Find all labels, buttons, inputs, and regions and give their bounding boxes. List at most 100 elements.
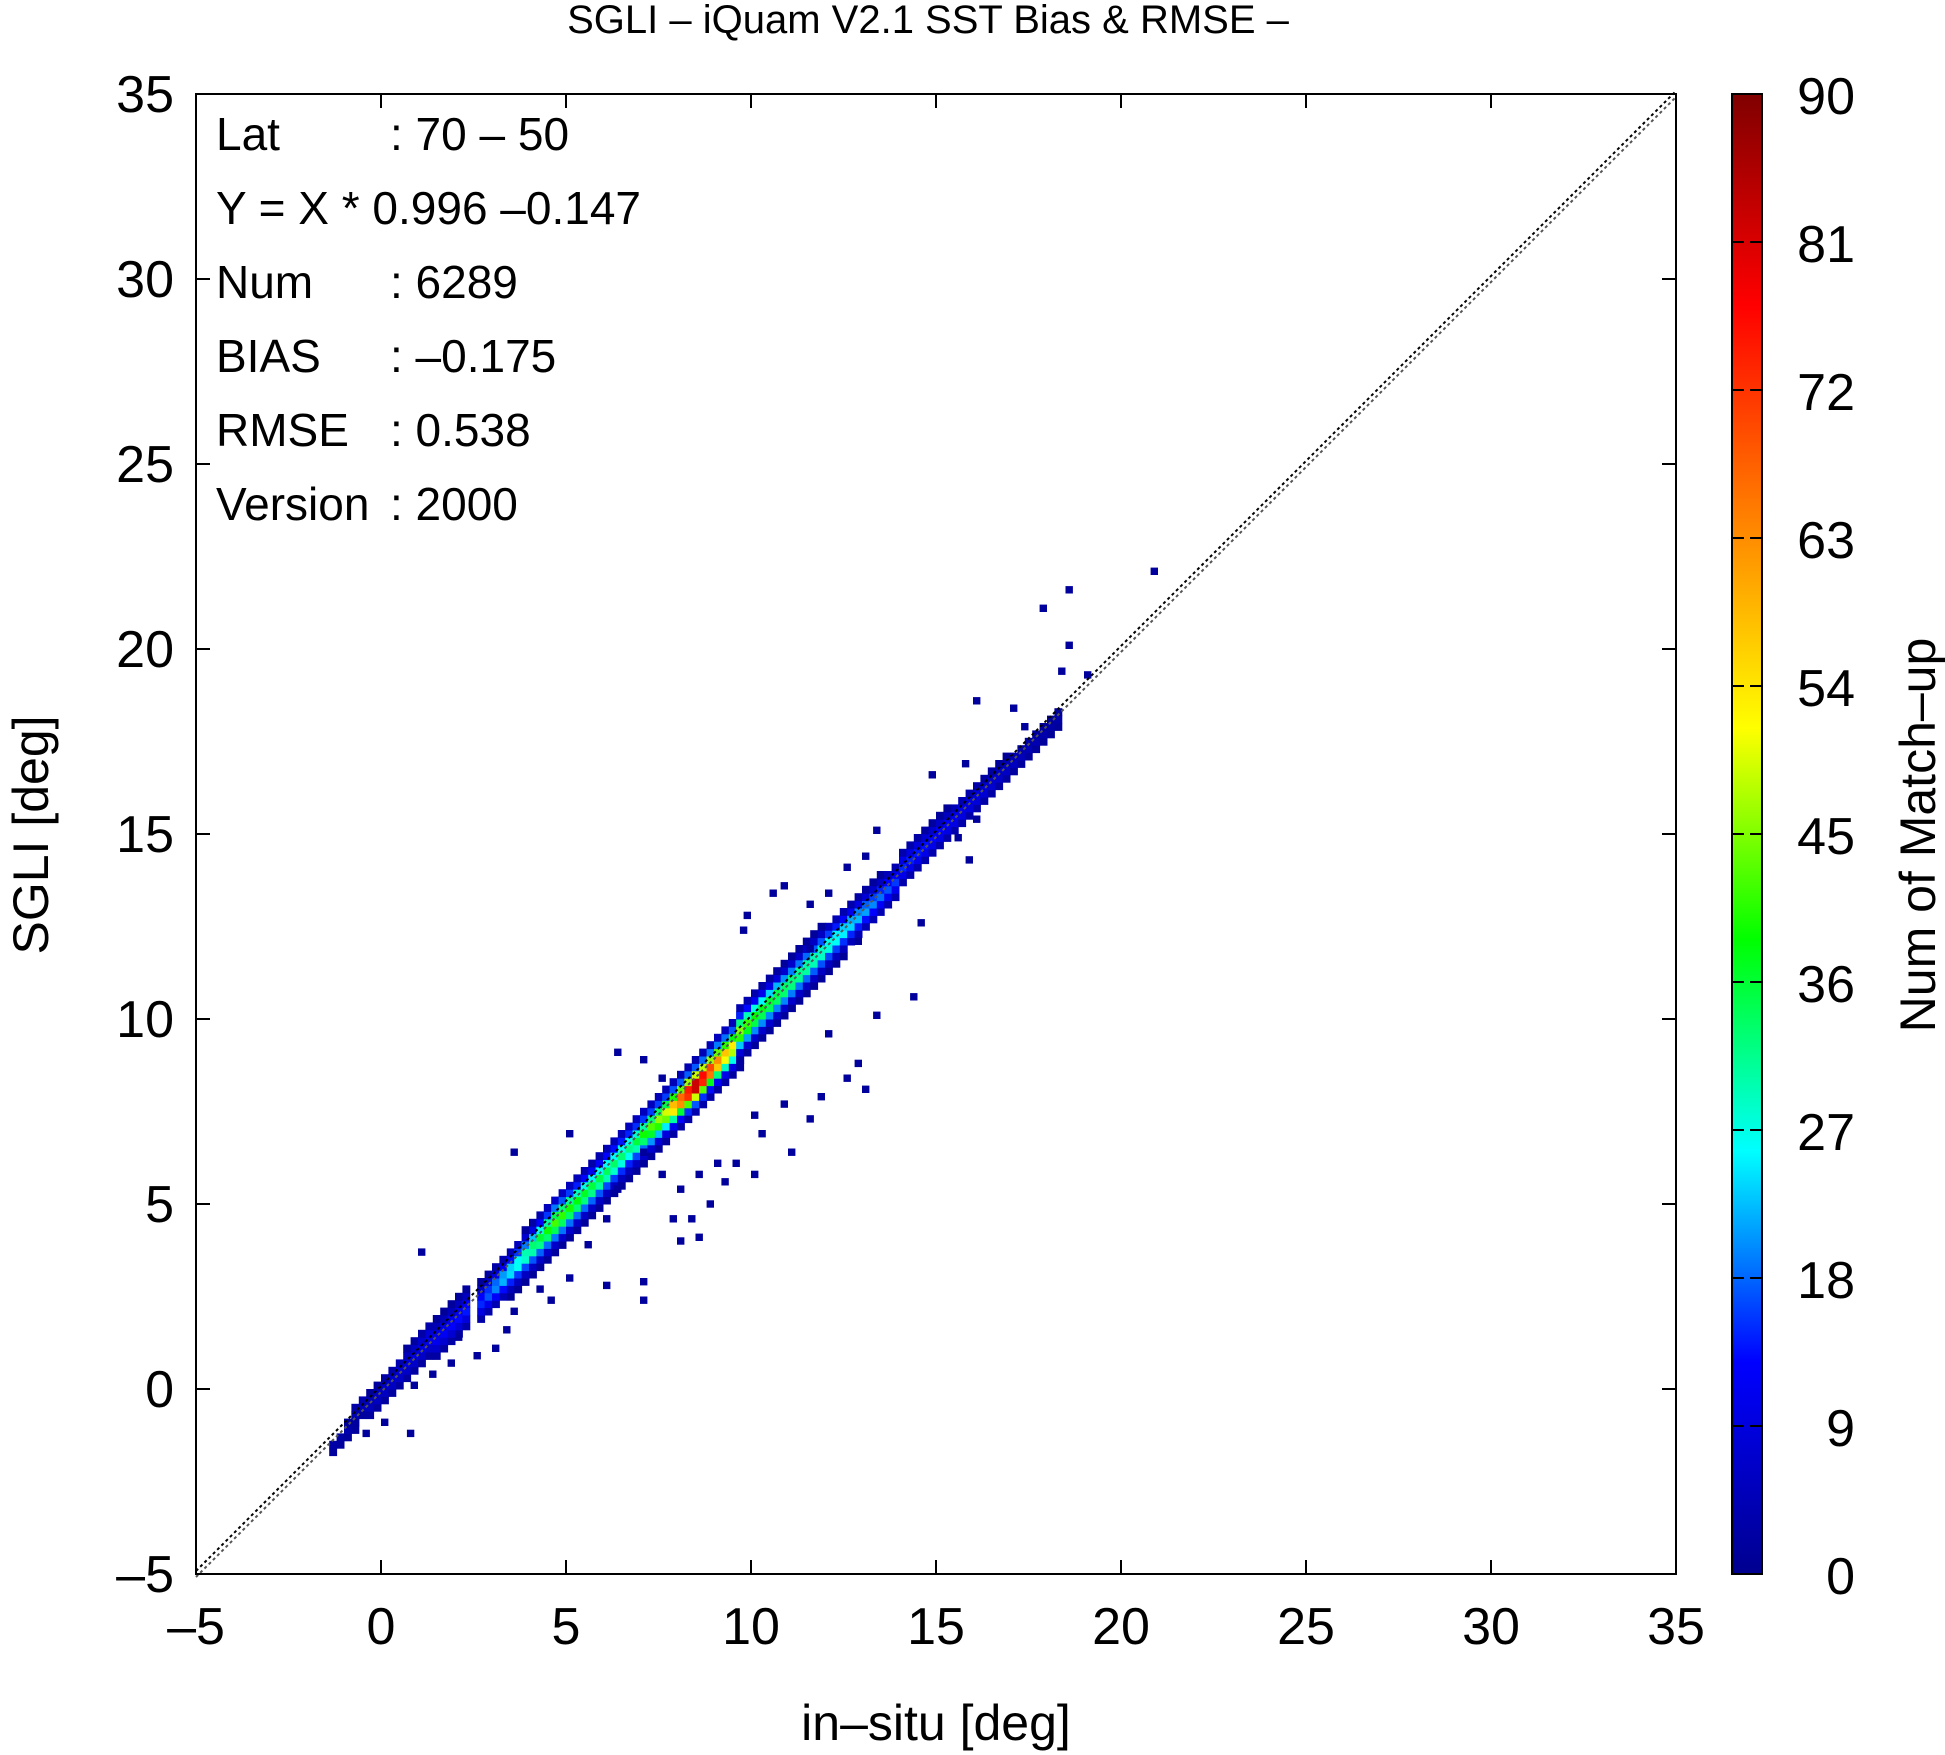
- outlier-cell: [362, 1429, 370, 1438]
- density-cell: [617, 1152, 626, 1161]
- density-cell: [499, 1285, 508, 1294]
- density-cell: [588, 1159, 597, 1168]
- density-cell: [521, 1270, 530, 1279]
- density-cell: [410, 1366, 419, 1375]
- density-cell: [610, 1137, 619, 1146]
- density-cell: [921, 848, 930, 857]
- density-cell: [765, 1019, 774, 1027]
- density-cell: [462, 1307, 471, 1316]
- density-cell: [432, 1337, 441, 1346]
- density-cell: [810, 930, 819, 939]
- density-cell: [773, 982, 782, 990]
- density-cell: [462, 1315, 471, 1323]
- outlier-cell: [677, 1185, 685, 1193]
- density-cell: [780, 982, 789, 990]
- density-cell: [876, 893, 885, 902]
- density-cell: [677, 1070, 685, 1079]
- density-cell: [558, 1211, 567, 1220]
- chart-title: SGLI – iQuam V2.1 SST Bias & RMSE –: [567, 0, 1290, 42]
- density-cell: [788, 996, 796, 1005]
- density-cell: [839, 945, 848, 953]
- colorbar-tick-label: 0: [1826, 1548, 1855, 1606]
- outlier-cell: [1058, 667, 1066, 675]
- density-cell: [795, 945, 804, 953]
- density-cell: [536, 1255, 545, 1264]
- density-cell: [617, 1130, 626, 1138]
- density-cell: [773, 967, 782, 976]
- y-tick-label: 30: [116, 251, 174, 309]
- density-cell: [662, 1137, 671, 1146]
- density-cell: [551, 1241, 560, 1249]
- density-cell: [403, 1366, 412, 1375]
- density-cell: [595, 1196, 604, 1205]
- density-cell: [603, 1189, 611, 1198]
- density-cell: [980, 782, 989, 791]
- colorbar-label: Num of Match–up: [1890, 638, 1945, 1033]
- density-cell: [418, 1359, 426, 1368]
- density-cell: [484, 1292, 493, 1301]
- outlier-cell: [640, 1278, 648, 1286]
- density-cell: [987, 774, 996, 783]
- density-cell: [751, 1026, 759, 1035]
- density-cell: [958, 797, 967, 805]
- density-cell: [928, 834, 937, 842]
- density-cell: [728, 1041, 737, 1050]
- density-cell: [699, 1048, 708, 1057]
- density-cell: [654, 1122, 663, 1131]
- density-cell: [632, 1130, 641, 1138]
- outlier-cell: [843, 1074, 851, 1082]
- density-cell: [839, 908, 848, 916]
- density-cell: [825, 922, 833, 931]
- density-cell: [588, 1189, 597, 1198]
- density-cell: [817, 930, 826, 939]
- density-cell: [677, 1100, 685, 1109]
- density-cell: [551, 1218, 560, 1227]
- density-cell: [736, 1056, 745, 1064]
- density-cell: [810, 937, 819, 946]
- density-cell: [447, 1329, 456, 1338]
- density-cell: [669, 1100, 678, 1109]
- density-cell: [625, 1130, 634, 1138]
- density-cell: [580, 1204, 589, 1212]
- density-cell: [751, 1011, 759, 1020]
- density-cell: [506, 1278, 515, 1286]
- density-cell: [403, 1374, 412, 1383]
- density-cell: [758, 1011, 767, 1020]
- density-cell: [536, 1233, 545, 1242]
- density-cell: [654, 1093, 663, 1101]
- density-cell: [714, 1085, 722, 1094]
- outlier-cell: [418, 1248, 426, 1256]
- density-cell: [699, 1093, 708, 1101]
- density-cell: [529, 1255, 537, 1264]
- density-cell: [669, 1078, 678, 1087]
- density-cell: [603, 1159, 611, 1168]
- density-cell: [869, 878, 878, 887]
- density-cell: [418, 1337, 426, 1346]
- density-cell: [832, 937, 841, 946]
- density-cell: [410, 1352, 419, 1360]
- density-cell: [603, 1196, 611, 1205]
- density-cell: [1054, 715, 1063, 724]
- density-cell: [403, 1352, 412, 1360]
- density-cell: [817, 952, 826, 961]
- density-cell: [839, 922, 848, 931]
- density-cell: [610, 1174, 619, 1183]
- density-cell: [529, 1263, 537, 1272]
- density-cell: [640, 1137, 648, 1146]
- density-cell: [625, 1159, 634, 1168]
- density-cell: [802, 959, 811, 968]
- density-cell: [965, 804, 974, 813]
- density-cell: [825, 959, 833, 968]
- outlier-cell: [854, 937, 862, 945]
- density-cell: [810, 952, 819, 961]
- density-cell: [373, 1396, 382, 1405]
- density-cell: [691, 1063, 700, 1072]
- density-cell: [484, 1300, 493, 1309]
- density-cell: [514, 1241, 523, 1249]
- density-cell: [1002, 767, 1011, 776]
- density-cell: [499, 1292, 508, 1301]
- density-cell: [950, 826, 959, 835]
- y-tick-label: 20: [116, 621, 174, 679]
- outlier-cell: [640, 1148, 648, 1156]
